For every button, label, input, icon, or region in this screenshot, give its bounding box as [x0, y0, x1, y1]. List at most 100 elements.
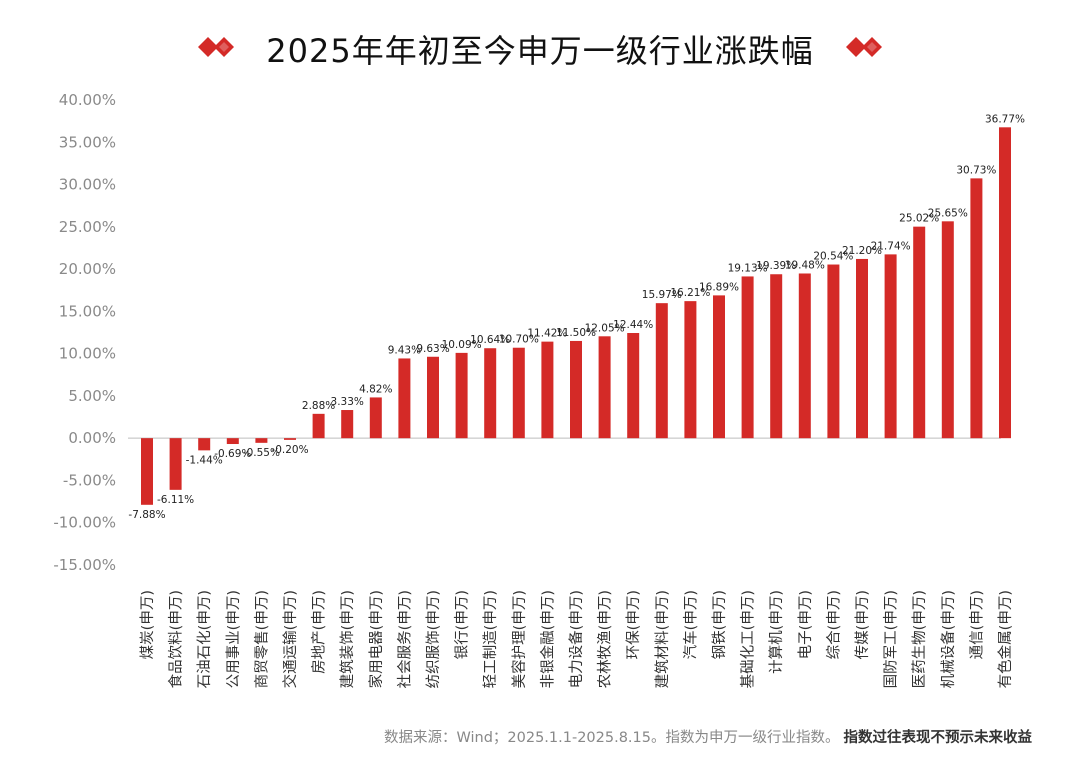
bar	[284, 438, 296, 440]
category-label: 家用电器(申万)	[368, 590, 385, 688]
category-label: 社会服务(申万)	[396, 590, 413, 688]
category-label: 商贸零售(申万)	[253, 590, 270, 688]
y-tick-label: -10.00%	[53, 514, 116, 532]
category-label: 建筑装饰(申万)	[339, 590, 356, 688]
y-tick-label: 20.00%	[59, 260, 116, 278]
bar	[856, 258, 868, 439]
bar	[970, 178, 983, 439]
data-label: 2.88%	[302, 400, 335, 412]
source-text: 数据来源：Wind；2025.1.1-2025.8.15。指数为申万一级行业指数…	[383, 730, 840, 746]
data-label: 12.44%	[613, 319, 653, 331]
category-label: 钢铁(申万)	[711, 590, 728, 659]
category-label: 汽车(申万)	[682, 590, 699, 659]
category-label: 公用事业(申万)	[225, 590, 242, 688]
bar	[941, 221, 954, 439]
bar	[226, 438, 239, 445]
y-tick-label: -15.00%	[53, 556, 116, 574]
category-label: 环保(申万)	[625, 590, 642, 659]
data-label: 15.97%	[642, 289, 682, 301]
data-label: 25.65%	[928, 207, 968, 219]
bar	[770, 274, 783, 439]
diamond-decoration-right-icon	[846, 36, 886, 58]
category-label: 银行(申万)	[454, 590, 471, 659]
category-label: 有色金属(申万)	[997, 590, 1014, 688]
bar	[341, 410, 354, 439]
category-label: 通信(申万)	[968, 590, 985, 659]
data-label: 10.64%	[470, 334, 510, 346]
category-label: 建筑材料(申万)	[654, 590, 671, 688]
bar	[684, 301, 697, 439]
disclaimer-text: 指数过往表现不预示未来收益	[843, 730, 1033, 746]
bar	[598, 336, 611, 439]
data-label: 9.63%	[416, 343, 449, 355]
data-label: 20.54%	[813, 251, 853, 263]
bar	[655, 303, 668, 439]
y-tick-label: 40.00%	[59, 91, 116, 109]
chart-title: 2025年年初至今申万一级行业涨跌幅	[266, 32, 814, 70]
category-label: 电力设备(申万)	[568, 590, 585, 688]
category-label: 农林牧渔(申万)	[597, 590, 614, 688]
bar	[398, 358, 411, 439]
bar	[198, 438, 211, 451]
data-label: -6.11%	[157, 494, 194, 506]
y-tick-label: -5.00%	[63, 471, 116, 489]
source-note: 数据来源：Wind；2025.1.1-2025.8.15。指数为申万一级行业指数…	[384, 726, 1032, 747]
bar	[312, 413, 325, 439]
data-label: 19.39%	[756, 260, 796, 272]
bar	[798, 273, 811, 439]
data-label: 9.43%	[388, 344, 421, 356]
category-label: 交通运输(申万)	[281, 590, 299, 688]
category-label: 医药生物(申万)	[911, 590, 928, 688]
data-label: 16.21%	[670, 287, 710, 299]
bar	[455, 352, 468, 439]
y-tick-label: 15.00%	[59, 302, 116, 320]
bar	[884, 254, 897, 439]
y-tick-label: 25.00%	[59, 218, 116, 236]
data-label: -7.88%	[128, 509, 165, 521]
category-label: 国防军工(申万)	[883, 590, 900, 688]
data-label: 11.42%	[527, 328, 567, 340]
data-label: -0.69%	[214, 448, 251, 460]
category-label: 食品饮料(申万)	[168, 590, 185, 688]
bar	[713, 295, 725, 439]
bar	[913, 226, 926, 439]
data-label: 3.33%	[331, 396, 364, 408]
bar	[627, 333, 640, 439]
category-label: 纺织服饰(申万)	[425, 590, 442, 688]
y-tick-label: 10.00%	[59, 345, 116, 363]
y-tick-label: 0.00%	[68, 429, 116, 447]
data-label: -0.55%	[243, 447, 280, 459]
bar	[169, 438, 182, 490]
data-label: 21.74%	[871, 240, 911, 252]
bar	[999, 127, 1011, 439]
bar	[512, 347, 525, 439]
data-label: 19.13%	[728, 262, 768, 274]
category-label: 石油石化(申万)	[196, 590, 213, 688]
y-tick-label: 5.00%	[68, 387, 116, 405]
data-label: 4.82%	[359, 383, 392, 395]
bar	[255, 438, 268, 443]
data-label: -1.44%	[186, 454, 223, 466]
category-label: 机械设备(申万)	[940, 590, 957, 688]
category-label: 非银金融(申万)	[539, 590, 556, 688]
data-label: 10.09%	[442, 339, 482, 351]
category-label: 综合(申万)	[825, 590, 842, 659]
category-label: 电子(申万)	[797, 590, 814, 659]
y-tick-label: 30.00%	[59, 176, 116, 194]
bar	[827, 264, 840, 439]
category-label: 煤炭(申万)	[139, 590, 156, 659]
bar	[484, 348, 497, 439]
category-label: 美容护理(申万)	[511, 590, 528, 688]
bar	[570, 340, 582, 439]
chart-header: 2025年年初至今申万一级行业涨跌幅	[0, 18, 1080, 74]
data-label: 19.48%	[785, 259, 825, 271]
data-label: 25.02%	[899, 213, 939, 225]
data-label: 12.05%	[585, 322, 625, 334]
data-label: 30.73%	[956, 164, 996, 176]
data-label: -0.20%	[271, 444, 308, 456]
diamond-decoration-left-icon	[198, 36, 238, 58]
data-label: 11.50%	[556, 327, 596, 339]
data-label: 21.20%	[842, 245, 882, 257]
bar	[141, 438, 153, 505]
